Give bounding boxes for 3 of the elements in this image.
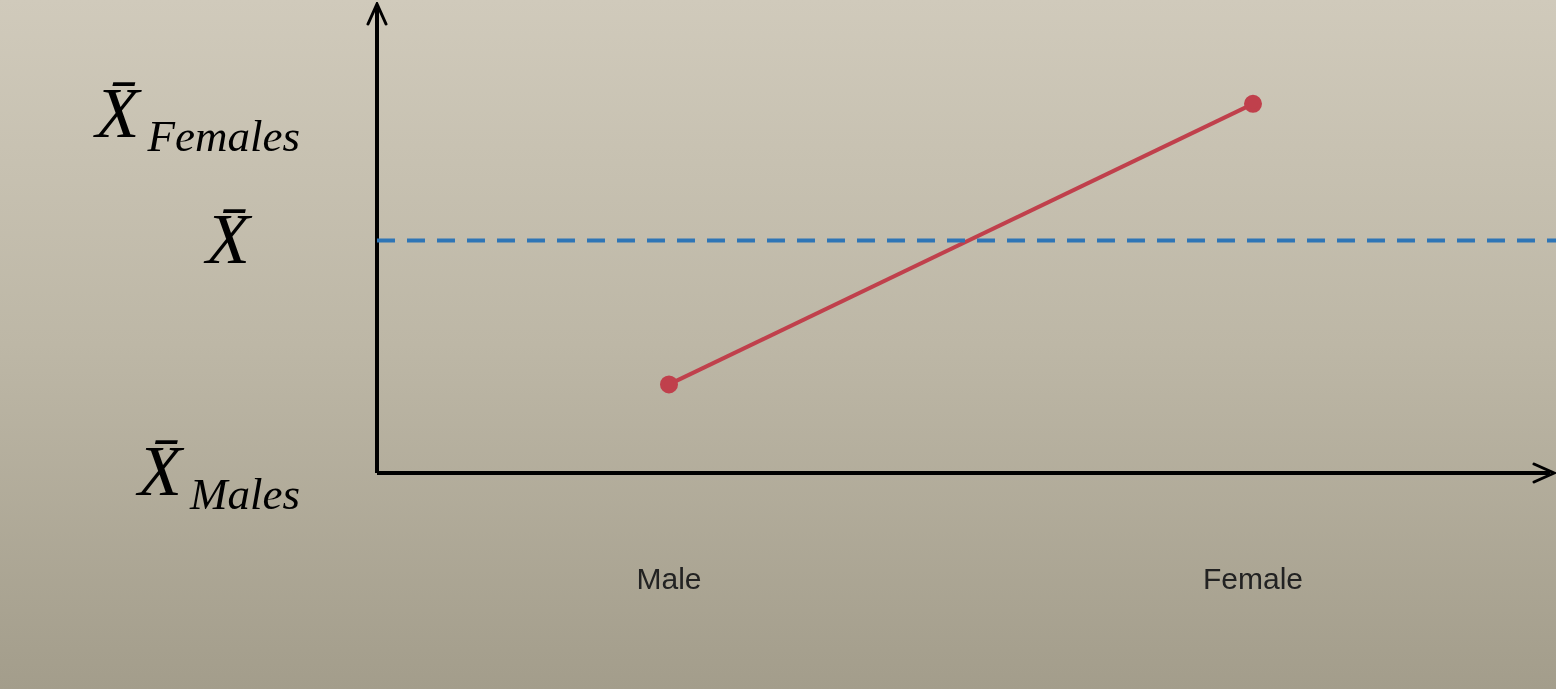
x-tick-label: Female (1202, 562, 1304, 596)
ref-line-label: X̄ (203, 199, 254, 280)
x-tick-label: Male (636, 562, 702, 596)
